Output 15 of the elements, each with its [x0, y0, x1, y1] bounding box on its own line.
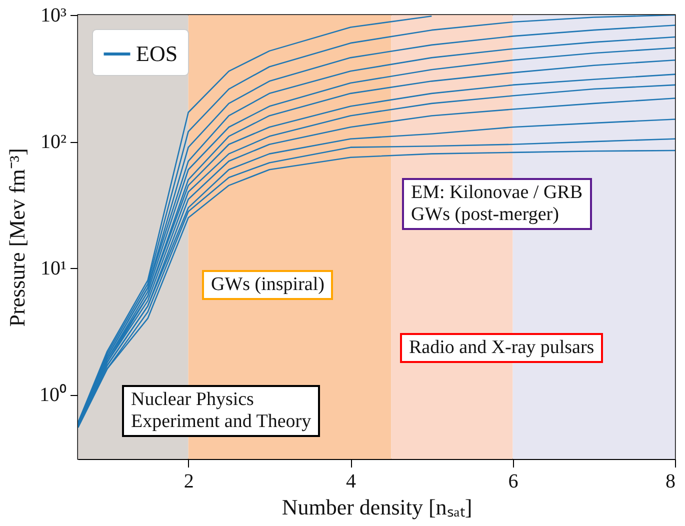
- band-label: Radio and X-ray pulsars: [400, 333, 604, 363]
- y-tick-label: 10³: [40, 4, 66, 26]
- y-tick-label: 10²: [40, 131, 66, 154]
- legend-label: EOS: [136, 41, 178, 66]
- y-tick-label: 10¹: [40, 258, 66, 280]
- band-label: GWs (inspiral): [202, 270, 334, 300]
- x-axis-title: Number density [nₛₐₜ]: [282, 494, 472, 520]
- y-axis-title: Pressure [Mev fm⁻³]: [4, 148, 30, 327]
- x-tick-label: 2: [184, 470, 194, 492]
- x-tick-label: 6: [508, 470, 518, 492]
- x-tick-label: 4: [346, 470, 356, 492]
- y-tick-label: 10⁰: [40, 383, 66, 406]
- band-label: EM: Kilonovae / GRB GWs (post-merger): [402, 178, 592, 230]
- x-tick-label: 8: [666, 470, 676, 492]
- band-label: Nuclear Physics Experiment and Theory: [122, 385, 320, 437]
